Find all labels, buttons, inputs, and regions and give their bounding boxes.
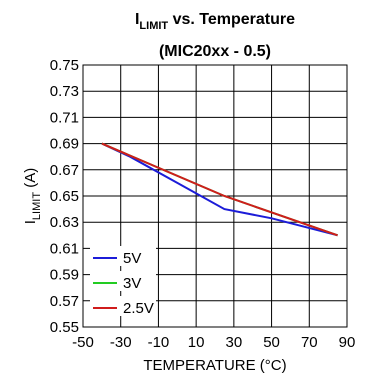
- y-tick-label: 0.73: [50, 83, 79, 100]
- x-tick-label: 90: [339, 334, 356, 351]
- y-tick-label: 0.71: [50, 109, 79, 126]
- x-axis-label: TEMPERATURE (°C): [143, 357, 286, 374]
- y-axis-label-main: I: [22, 220, 39, 224]
- legend-label: 2.5V: [123, 300, 154, 317]
- y-tick-label: 0.63: [50, 214, 79, 231]
- series-line-3v: [101, 142, 338, 237]
- x-tick-label: 30: [226, 334, 243, 351]
- y-tick-label: 0.69: [50, 136, 79, 153]
- series-lines: [101, 142, 338, 237]
- legend-label: 3V: [123, 275, 141, 292]
- y-tick-labels: 0.75 0.73 0.71 0.69 0.67 0.65 0.63 0.61 0.59 0.57…: [50, 57, 79, 336]
- x-tick-label: -50: [72, 334, 94, 351]
- y-tick-label: 0.67: [50, 162, 79, 179]
- y-axis-label-subscript: LIMIT: [31, 192, 43, 220]
- plot-frame: [82, 64, 348, 328]
- x-tick-label: 70: [301, 334, 318, 351]
- y-axis-label: ILIMIT (A): [22, 168, 43, 224]
- chart-title-rest: vs. Temperature: [168, 11, 295, 28]
- legend-item-background: [90, 246, 156, 266]
- chart-subtitle: (MIC20xx - 0.5): [159, 43, 271, 60]
- x-tick-labels: -50 -30 -10 10 30 50 70 90: [72, 334, 355, 351]
- y-tick-label: 0.59: [50, 267, 79, 284]
- chart-title: ILIMIT vs. Temperature: [135, 11, 295, 32]
- x-tick-label: -10: [148, 334, 170, 351]
- x-tick-label: 10: [188, 334, 205, 351]
- y-tick-label: 0.75: [50, 57, 79, 74]
- y-tick-label: 0.65: [50, 188, 79, 205]
- x-tick-label: -30: [110, 334, 132, 351]
- legend-label: 5V: [123, 250, 141, 267]
- legend-item-background: [90, 296, 156, 316]
- legend: 5V 3V 2.5V: [90, 246, 156, 317]
- y-axis-label-rest: (A): [22, 168, 39, 192]
- x-tick-label: 50: [263, 334, 280, 351]
- y-tick-label: 0.57: [50, 293, 79, 310]
- chart-title-subscript: LIMIT: [139, 20, 168, 32]
- y-tick-label: 0.55: [50, 319, 79, 336]
- legend-item-background: [90, 271, 156, 291]
- series-line-2-5v: [101, 142, 338, 237]
- chart-title-main: I: [135, 11, 139, 28]
- y-tick-label: 0.61: [50, 240, 79, 257]
- series-line-5v: [101, 142, 338, 237]
